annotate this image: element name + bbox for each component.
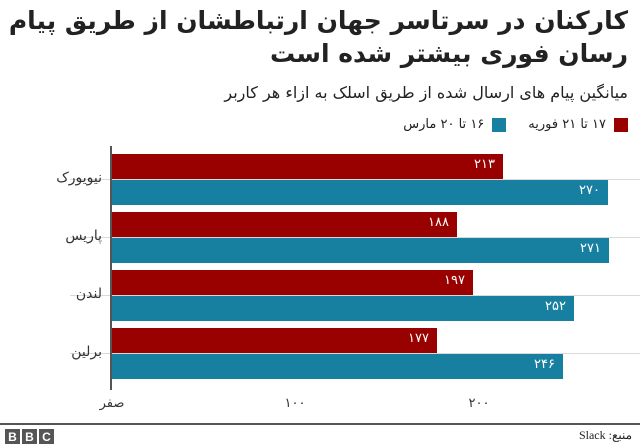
plot-area: نیویورک ۲۱۳ ۲۷۰ پاریس ۱۸۸ ۲۷۱ لندن ۱۹۷ ۲… [56, 146, 640, 411]
x-tick-100: ۱۰۰ [284, 396, 306, 411]
bar-london-feb: ۱۹۷ [112, 270, 473, 295]
footer-divider [0, 423, 640, 425]
legend-label-feb: ۱۷ تا ۲۱ فوریه [528, 117, 606, 132]
logo-letter: C [39, 429, 54, 444]
legend: ۱۷ تا ۲۱ فوریه ۱۶ تا ۲۰ مارس [381, 117, 628, 132]
bar-newyork-feb: ۲۱۳ [112, 154, 503, 179]
bar-value: ۲۷۱ [580, 241, 601, 256]
bbc-logo: B B C [5, 429, 54, 444]
bar-value: ۲۱۳ [474, 157, 495, 172]
gridline [70, 179, 640, 180]
category-label-paris: پاریس [65, 228, 102, 244]
category-label-newyork: نیویورک [56, 170, 102, 186]
bar-value: ۲۴۶ [534, 357, 555, 372]
category-label-berlin: برلین [71, 344, 102, 360]
bar-london-mar: ۲۵۲ [112, 296, 574, 321]
x-tick-200: ۲۰۰ [468, 396, 490, 411]
bar-berlin-mar: ۲۴۶ [112, 354, 563, 379]
bar-value: ۲۵۲ [545, 299, 566, 314]
logo-letter: B [5, 429, 20, 444]
gridline [70, 353, 640, 354]
legend-item-mar: ۱۶ تا ۲۰ مارس [403, 117, 507, 132]
logo-letter: B [22, 429, 37, 444]
legend-label-mar: ۱۶ تا ۲۰ مارس [403, 117, 485, 132]
category-label-london: لندن [75, 286, 102, 302]
bar-value: ۲۷۰ [579, 183, 600, 198]
gridline [70, 237, 640, 238]
bar-value: ۱۷۷ [408, 331, 429, 346]
legend-swatch-feb [614, 117, 628, 132]
gridline [70, 295, 640, 296]
bar-value: ۱۸۸ [428, 215, 449, 230]
x-tick-0: صفر [99, 396, 125, 411]
chart-subtitle: میانگین پیام های ارسال شده از طریق اسلک … [224, 83, 628, 102]
chart-title: کارکنان در سرتاسر جهان ارتباطشان از طریق… [8, 6, 628, 68]
legend-swatch-mar [492, 117, 507, 132]
bar-newyork-mar: ۲۷۰ [112, 180, 608, 205]
bar-berlin-feb: ۱۷۷ [112, 328, 437, 353]
bar-paris-feb: ۱۸۸ [112, 212, 457, 237]
bar-value: ۱۹۷ [444, 273, 465, 288]
legend-item-feb: ۱۷ تا ۲۱ فوریه [528, 117, 628, 132]
y-axis-line [110, 146, 112, 390]
bar-paris-mar: ۲۷۱ [112, 238, 609, 263]
source-note: منبع: Slack [578, 428, 632, 442]
